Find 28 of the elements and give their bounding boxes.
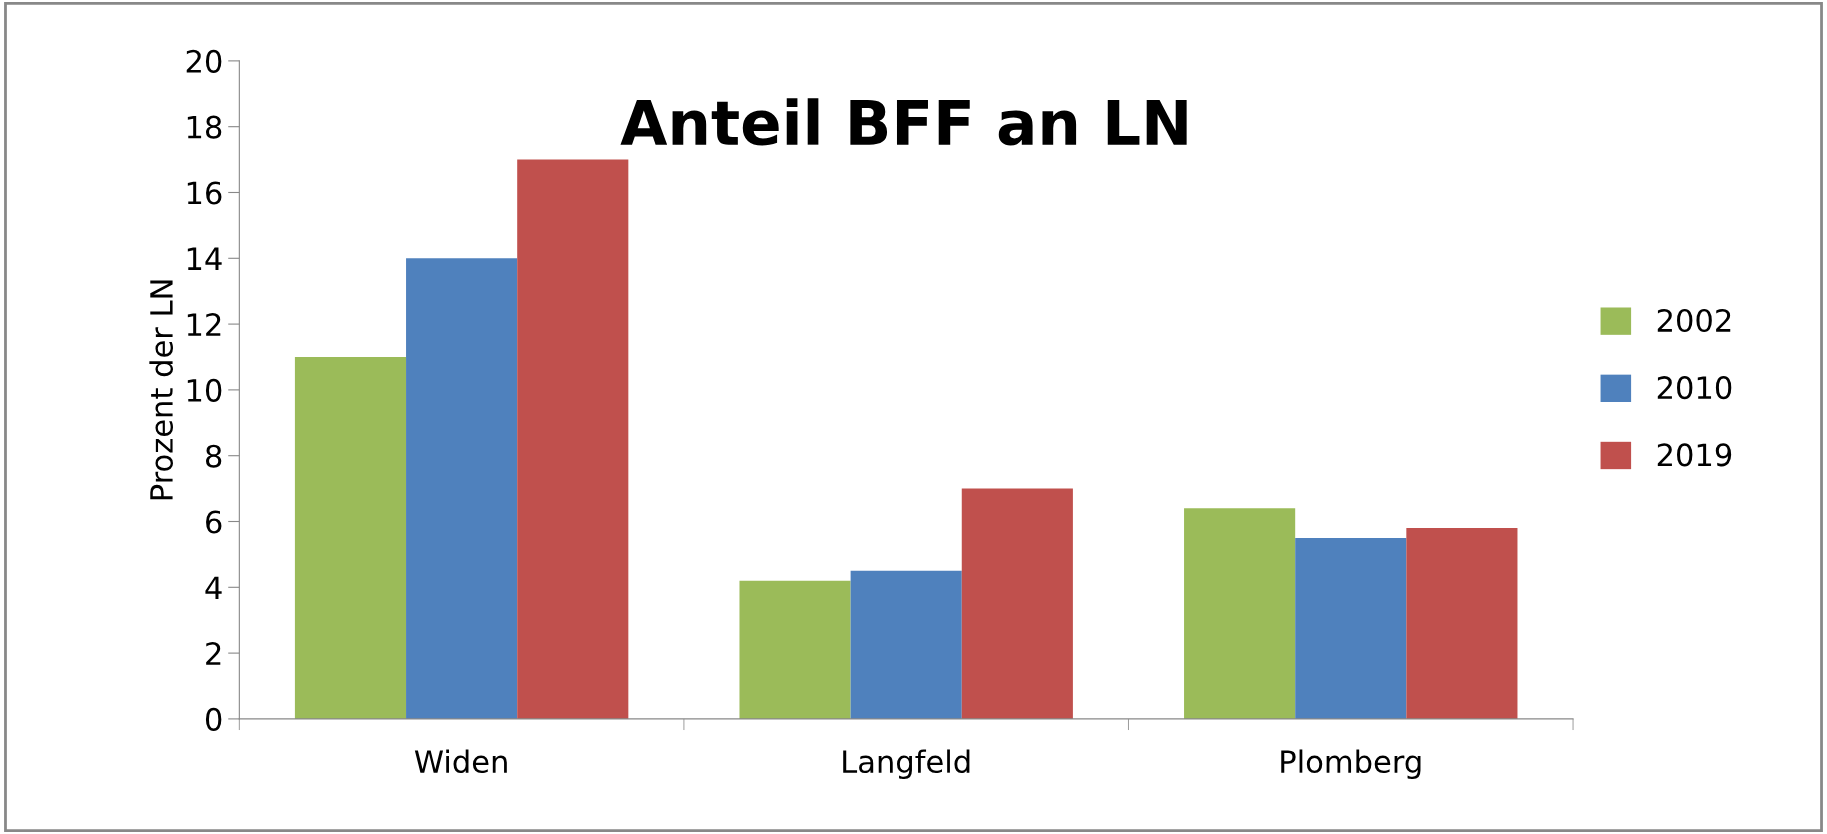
bar [961,488,1073,719]
y-axis-title: Prozent der LN [149,280,174,500]
legend-label: 2002 [1657,308,1731,333]
y-tick-label: 12 [187,313,221,336]
bar [1295,537,1407,719]
x-tick-label: Widen [414,749,507,774]
legend-label: 2010 [1657,376,1732,400]
y-tick-label: 18 [187,115,222,139]
y-tick-label: 2 [206,642,221,665]
chart-title: Anteil BFF an LN [620,98,1187,146]
bar [850,570,962,719]
y-tick-label: 20 [186,49,222,73]
legend-label: 2019 [1657,443,1732,467]
x-tick-label: Langfeld [843,749,970,780]
bar [406,258,518,719]
y-tick-label: 10 [187,378,222,402]
x-tick-label: Plomberg [1281,749,1421,780]
y-tick-label: 6 [206,510,222,534]
y-tick-label: 4 [205,576,222,599]
bar [517,159,629,719]
y-tick-label: 8 [206,444,222,468]
bar [1406,528,1518,719]
y-tick-label: 0 [205,707,222,731]
y-tick-label: 14 [187,247,222,270]
bar [739,580,851,719]
bar [294,356,407,719]
y-tick-label: 16 [187,181,222,205]
bar [1184,508,1296,719]
